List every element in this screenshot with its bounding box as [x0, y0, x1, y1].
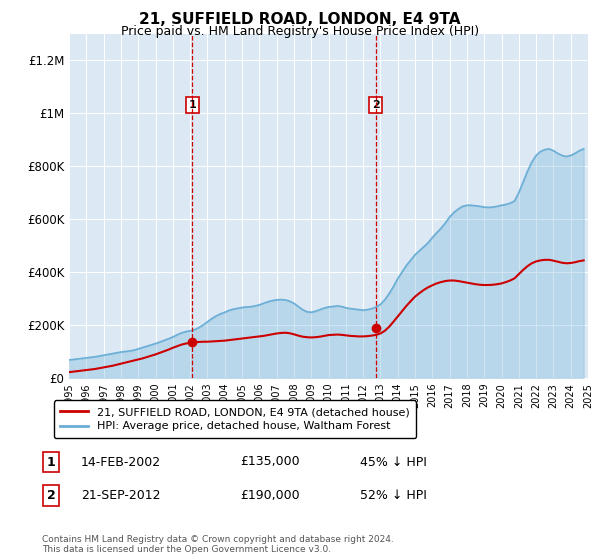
Text: £135,000: £135,000: [240, 455, 299, 469]
Text: Price paid vs. HM Land Registry's House Price Index (HPI): Price paid vs. HM Land Registry's House …: [121, 25, 479, 38]
Text: Contains HM Land Registry data © Crown copyright and database right 2024.
This d: Contains HM Land Registry data © Crown c…: [42, 535, 394, 554]
Text: 2: 2: [371, 100, 379, 110]
Text: 52% ↓ HPI: 52% ↓ HPI: [360, 489, 427, 502]
Text: 45% ↓ HPI: 45% ↓ HPI: [360, 455, 427, 469]
Legend: 21, SUFFIELD ROAD, LONDON, E4 9TA (detached house), HPI: Average price, detached: 21, SUFFIELD ROAD, LONDON, E4 9TA (detac…: [53, 400, 416, 438]
Text: 14-FEB-2002: 14-FEB-2002: [81, 455, 161, 469]
Text: 2: 2: [47, 489, 55, 502]
Text: 1: 1: [47, 455, 55, 469]
Text: £190,000: £190,000: [240, 489, 299, 502]
Text: 21-SEP-2012: 21-SEP-2012: [81, 489, 161, 502]
Text: 1: 1: [188, 100, 196, 110]
Text: 21, SUFFIELD ROAD, LONDON, E4 9TA: 21, SUFFIELD ROAD, LONDON, E4 9TA: [139, 12, 461, 27]
